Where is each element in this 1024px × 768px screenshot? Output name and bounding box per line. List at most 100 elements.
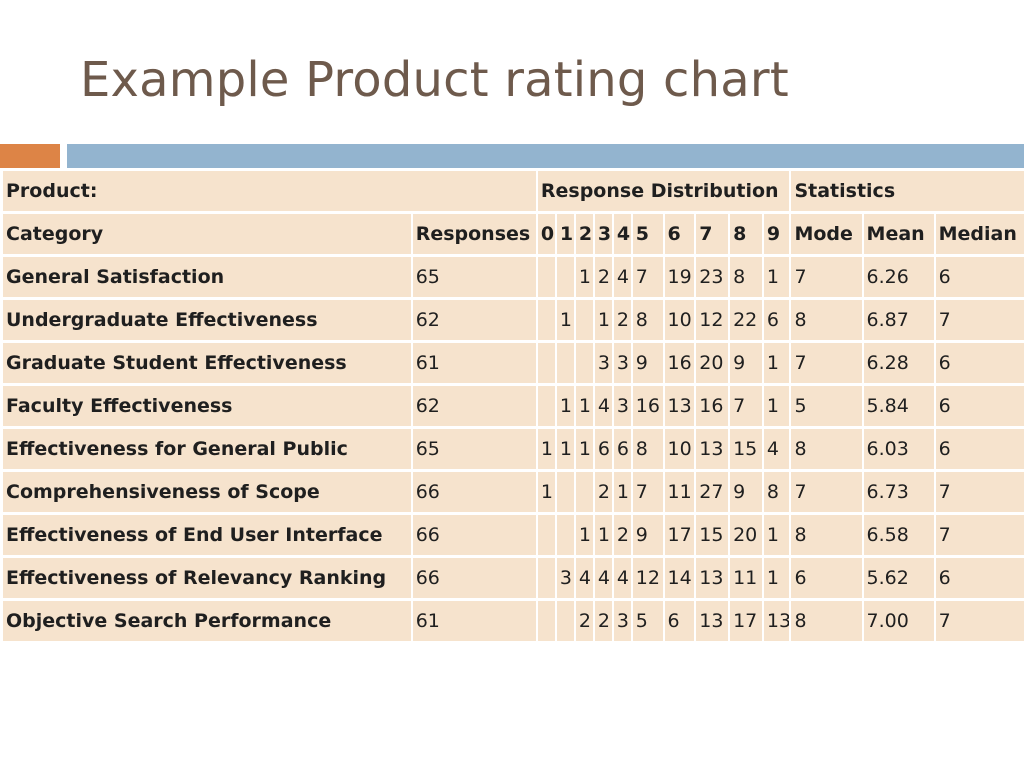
cell-r6: 11 xyxy=(664,472,695,512)
cell-r8: 9 xyxy=(730,472,762,512)
cell-r2: 1 xyxy=(575,515,593,555)
cell-mode: 7 xyxy=(791,343,862,383)
cell-r2: 2 xyxy=(575,601,593,641)
cell-median: 7 xyxy=(935,300,1024,340)
table-row: Comprehensiveness of Scope 66 1 2 1 7 11 27 9 8 7 6… xyxy=(3,472,1024,512)
column-header-r2: 2 xyxy=(575,214,593,254)
cell-mean: 6.73 xyxy=(863,472,934,512)
cell-r5: 16 xyxy=(632,386,663,426)
cell-responses: 66 xyxy=(412,472,536,512)
cell-r7: 23 xyxy=(696,257,729,297)
cell-r7: 13 xyxy=(696,558,729,598)
cell-r5: 8 xyxy=(632,429,663,469)
cell-mean: 6.87 xyxy=(863,300,934,340)
cell-r7: 16 xyxy=(696,386,729,426)
cell-r6: 17 xyxy=(664,515,695,555)
cell-mode: 5 xyxy=(791,386,862,426)
cell-r4: 4 xyxy=(613,257,631,297)
cell-r9: 1 xyxy=(763,515,790,555)
row-category: Graduate Student Effectiveness xyxy=(3,343,411,383)
cell-r2 xyxy=(575,300,593,340)
column-header-r3: 3 xyxy=(594,214,612,254)
cell-mean: 6.03 xyxy=(863,429,934,469)
cell-r8: 11 xyxy=(730,558,762,598)
cell-mean: 7.00 xyxy=(863,601,934,641)
cell-r1 xyxy=(556,601,574,641)
cell-r2: 1 xyxy=(575,386,593,426)
cell-responses: 65 xyxy=(412,257,536,297)
cell-r3: 3 xyxy=(594,343,612,383)
cell-r4: 3 xyxy=(613,343,631,383)
table-row: Graduate Student Effectiveness 61 3 3 9 16 20 9… xyxy=(3,343,1024,383)
accent-bar-orange xyxy=(0,144,60,168)
cell-r3: 1 xyxy=(594,300,612,340)
cell-mean: 6.28 xyxy=(863,343,934,383)
cell-median: 7 xyxy=(935,472,1024,512)
cell-r9: 1 xyxy=(763,558,790,598)
row-category: Effectiveness of End User Interface xyxy=(3,515,411,555)
cell-responses: 65 xyxy=(412,429,536,469)
cell-median: 6 xyxy=(935,257,1024,297)
cell-r1: 1 xyxy=(556,429,574,469)
cell-r9: 1 xyxy=(763,343,790,383)
cell-median: 6 xyxy=(935,429,1024,469)
column-header-mode: Mode xyxy=(791,214,862,254)
column-header-r8: 8 xyxy=(730,214,762,254)
cell-median: 6 xyxy=(935,386,1024,426)
cell-r2 xyxy=(575,343,593,383)
cell-r6: 14 xyxy=(664,558,695,598)
row-category: Undergraduate Effectiveness xyxy=(3,300,411,340)
statistics-header: Statistics xyxy=(791,171,1024,211)
table-row: Objective Search Performance 61 2 2 3 5 6 13 17 1… xyxy=(3,601,1024,641)
cell-r5: 7 xyxy=(632,472,663,512)
product-rating-table: Product: Response Distribution Statistic… xyxy=(1,168,1024,644)
cell-r8: 20 xyxy=(730,515,762,555)
cell-r0 xyxy=(537,386,555,426)
cell-r2: 1 xyxy=(575,257,593,297)
cell-r1: 3 xyxy=(556,558,574,598)
cell-r3: 4 xyxy=(594,386,612,426)
cell-r4: 2 xyxy=(613,515,631,555)
cell-mean: 5.62 xyxy=(863,558,934,598)
cell-r8: 7 xyxy=(730,386,762,426)
header-row-product: Product: Response Distribution Statistic… xyxy=(3,171,1024,211)
cell-r6: 19 xyxy=(664,257,695,297)
cell-r2 xyxy=(575,472,593,512)
cell-r1 xyxy=(556,515,574,555)
cell-r1: 1 xyxy=(556,386,574,426)
cell-r9: 1 xyxy=(763,386,790,426)
cell-r6: 10 xyxy=(664,429,695,469)
cell-r1 xyxy=(556,257,574,297)
cell-median: 6 xyxy=(935,558,1024,598)
cell-r0 xyxy=(537,257,555,297)
cell-r9: 6 xyxy=(763,300,790,340)
cell-r3: 6 xyxy=(594,429,612,469)
table-row: Faculty Effectiveness 62 1 1 4 3 16 13 16 7 1 5 5.84… xyxy=(3,386,1024,426)
row-category: General Satisfaction xyxy=(3,257,411,297)
cell-r3: 2 xyxy=(594,601,612,641)
cell-responses: 61 xyxy=(412,601,536,641)
cell-r0: 1 xyxy=(537,429,555,469)
cell-mode: 8 xyxy=(791,429,862,469)
table-row: Effectiveness of Relevancy Ranking 66 3 4 4 4… xyxy=(3,558,1024,598)
cell-r3: 4 xyxy=(594,558,612,598)
header-row-columns: Category Responses 0 1 2 3 4 5 6 7 8 9 Mode Mean Media… xyxy=(3,214,1024,254)
cell-r7: 13 xyxy=(696,429,729,469)
column-header-r5: 5 xyxy=(632,214,663,254)
cell-r4: 2 xyxy=(613,300,631,340)
cell-r4: 4 xyxy=(613,558,631,598)
cell-r5: 9 xyxy=(632,515,663,555)
cell-responses: 66 xyxy=(412,515,536,555)
cell-mode: 8 xyxy=(791,601,862,641)
accent-bar-blue xyxy=(67,144,1024,168)
column-header-r4: 4 xyxy=(613,214,631,254)
rating-table-container: Product: Response Distribution Statistic… xyxy=(0,168,1024,644)
table-row: Undergraduate Effectiveness 62 1 1 2 8 10 12 22 6… xyxy=(3,300,1024,340)
cell-r6: 13 xyxy=(664,386,695,426)
response-distribution-header: Response Distribution xyxy=(537,171,790,211)
cell-r8: 8 xyxy=(730,257,762,297)
cell-r3: 2 xyxy=(594,472,612,512)
cell-mode: 7 xyxy=(791,472,862,512)
cell-median: 7 xyxy=(935,515,1024,555)
cell-r5: 7 xyxy=(632,257,663,297)
